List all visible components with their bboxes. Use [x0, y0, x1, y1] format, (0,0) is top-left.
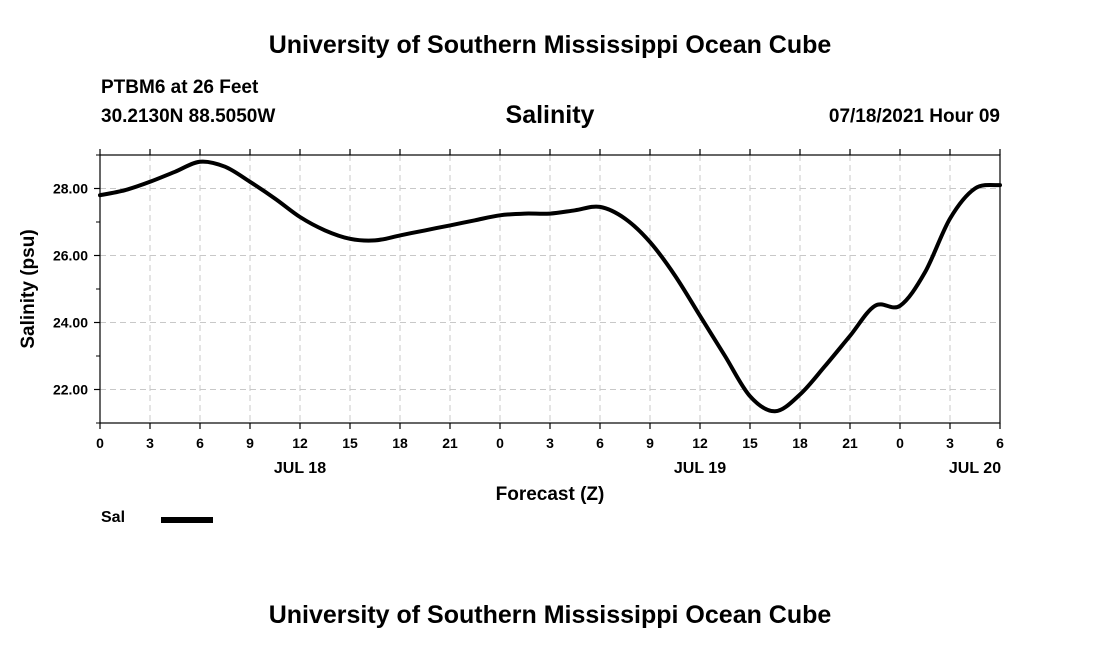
- y-axis-label: Salinity (psu): [18, 229, 39, 348]
- x-tick-label: 0: [96, 435, 104, 451]
- y-tick-label: 22.00: [53, 382, 88, 398]
- x-tick-label: 6: [196, 435, 204, 451]
- y-tick-label: 28.00: [53, 181, 88, 197]
- legend-label: Sal: [101, 509, 126, 526]
- x-tick-label: 12: [692, 435, 708, 451]
- date-label: JUL 19: [674, 460, 726, 477]
- axes: [94, 149, 1001, 429]
- station-coordinates: 30.2130N 88.5050W: [101, 106, 276, 127]
- y-tick-label: 26.00: [53, 248, 88, 264]
- x-tick-label: 18: [792, 435, 808, 451]
- date-label: JUL 20: [949, 460, 1001, 477]
- x-tick-label: 9: [646, 435, 654, 451]
- x-tick-label: 3: [146, 435, 154, 451]
- station-name: PTBM6 at 26 Feet: [101, 77, 259, 98]
- x-tick-label: 21: [442, 435, 458, 451]
- date-label: JUL 18: [274, 460, 326, 477]
- x-tick-label: 6: [996, 435, 1004, 451]
- x-tick-label: 3: [946, 435, 954, 451]
- x-tick-label: 18: [392, 435, 408, 451]
- legend-swatch: [161, 517, 213, 523]
- chart-title: Salinity: [505, 101, 595, 129]
- x-tick-label: 21: [842, 435, 858, 451]
- forecast-datetime: 07/18/2021 Hour 09: [828, 106, 1000, 127]
- y-tick-labels: 22.00 24.00 26.00 28.00: [53, 181, 88, 398]
- x-tick-label: 12: [292, 435, 308, 451]
- x-tick-label: 15: [342, 435, 358, 451]
- y-tick-label: 24.00: [53, 315, 88, 331]
- footer-title: University of Southern Mississippi Ocean…: [268, 601, 832, 629]
- x-axis-label: Forecast (Z): [496, 484, 605, 505]
- x-tick-label: 0: [896, 435, 904, 451]
- series-line-sal: [98, 159, 1002, 414]
- x-tick-label: 6: [596, 435, 604, 451]
- x-tick-label: 3: [546, 435, 554, 451]
- main-title: University of Southern Mississippi Ocean…: [268, 31, 832, 59]
- x-tick-labels: 0 3 6 9 12 15 18 21 0 3 6 9 12 15 18 21 0 3 6: [96, 435, 1004, 451]
- grid-lines: [100, 155, 1000, 423]
- date-labels: JUL 18 JUL 19 JUL 20: [274, 460, 1001, 477]
- x-tick-label: 15: [742, 435, 758, 451]
- x-tick-label: 0: [496, 435, 504, 451]
- x-tick-label: 9: [246, 435, 254, 451]
